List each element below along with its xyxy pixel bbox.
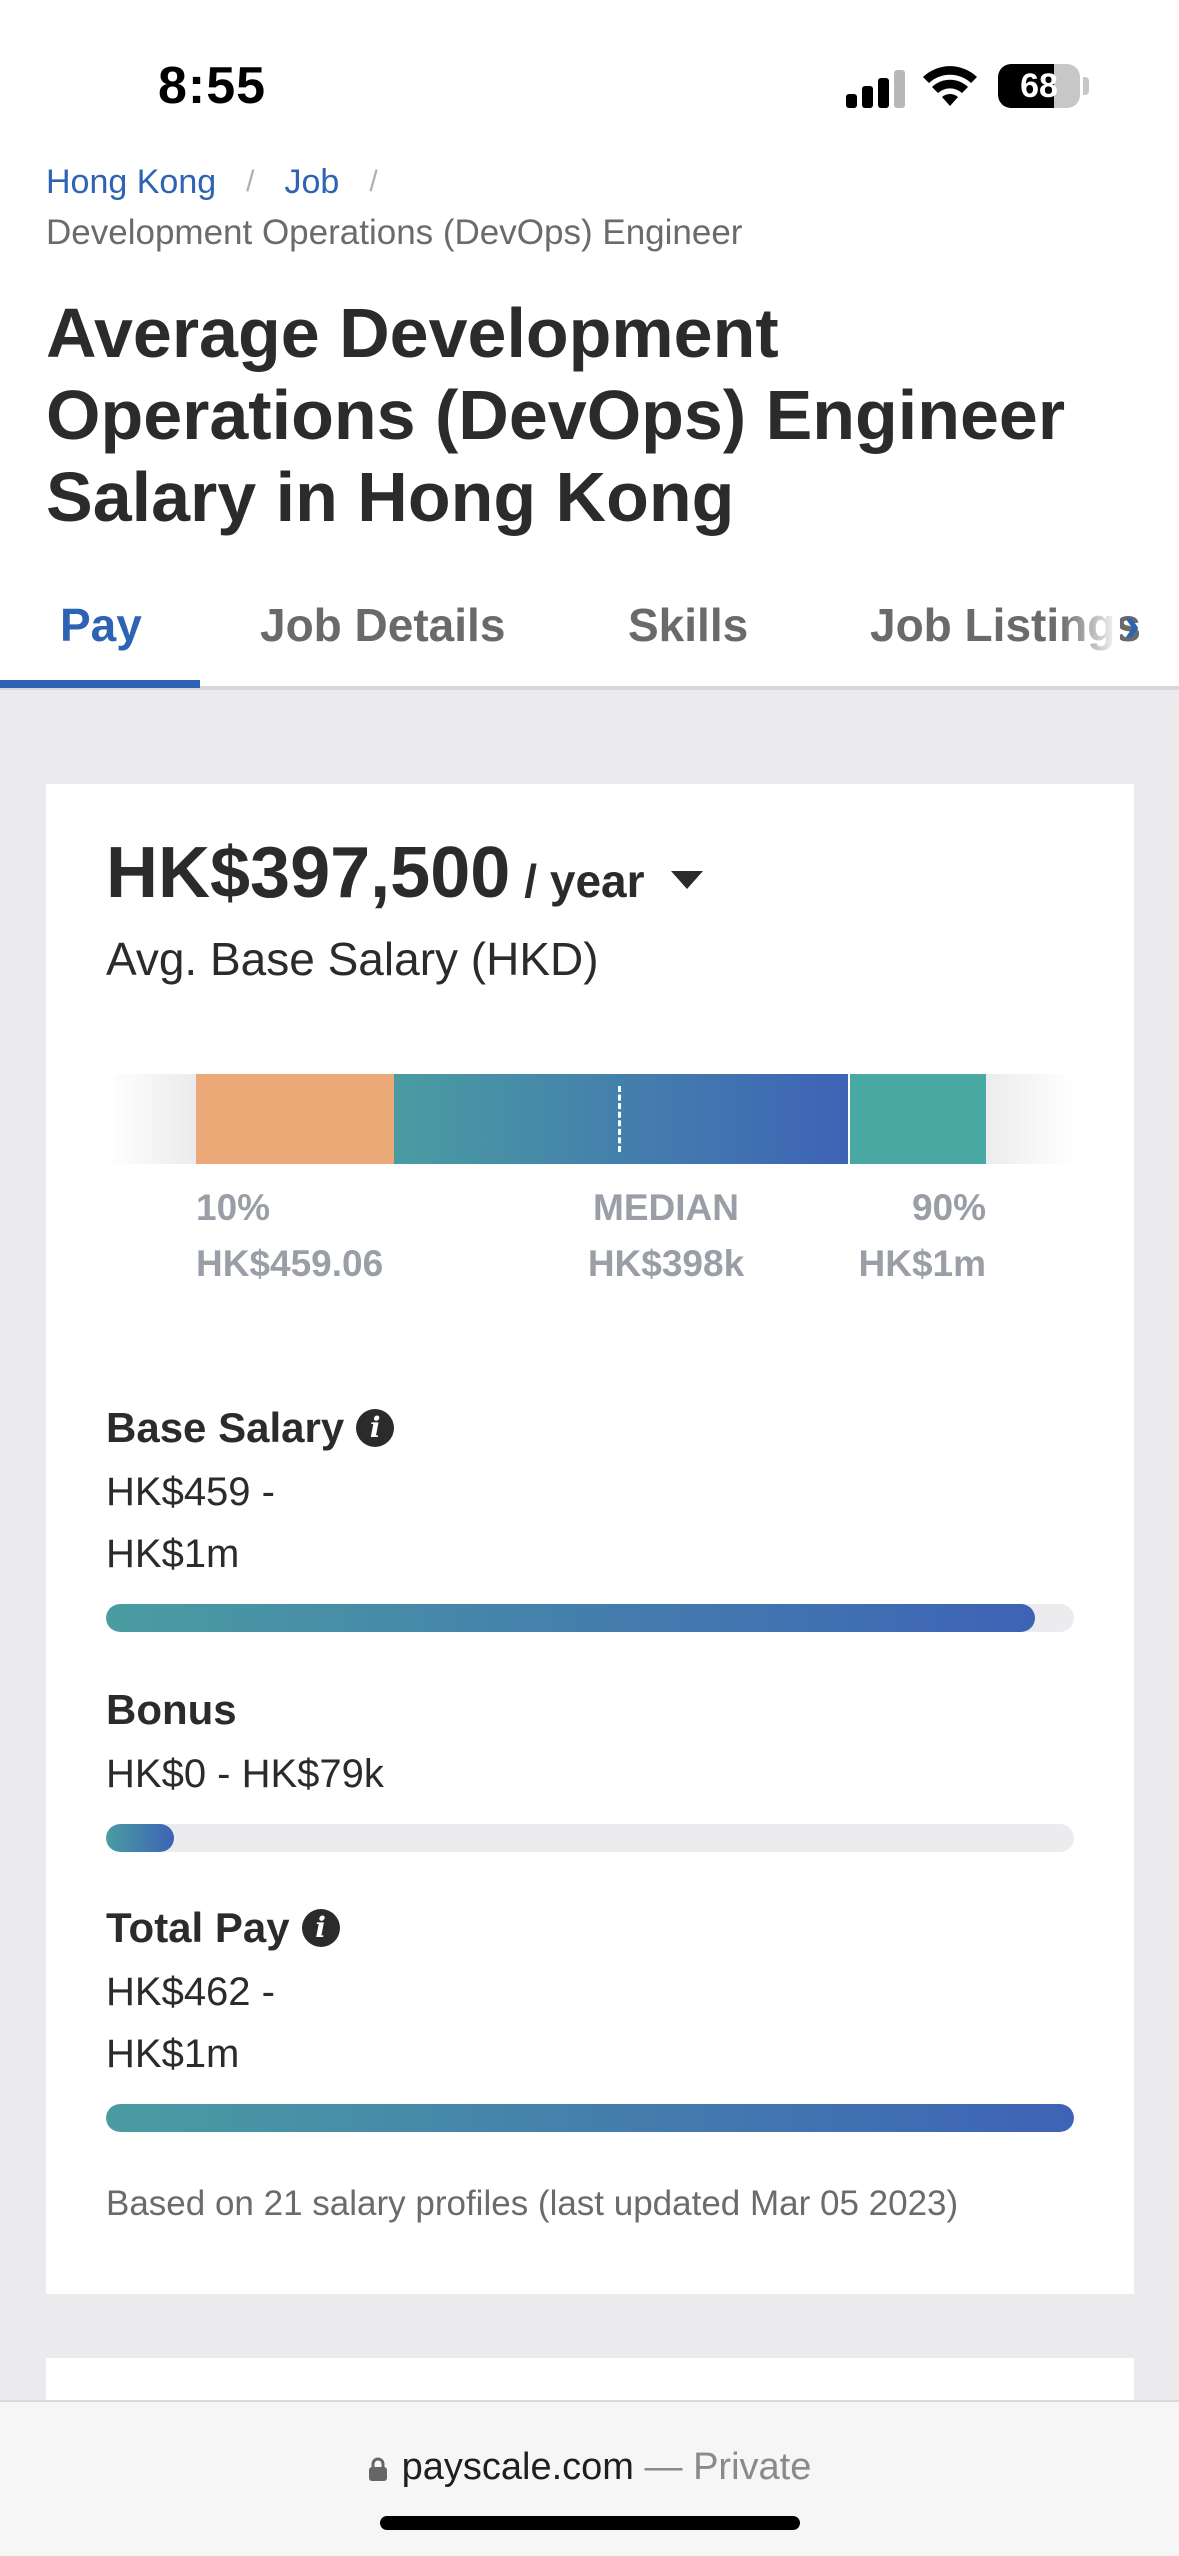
browser-url-bar[interactable]: payscale.com — Private <box>0 2400 1179 2556</box>
status-bar: 8:55 68 <box>0 0 1179 160</box>
salary-distribution-bar <box>106 1074 1074 1164</box>
bonus-bar-track <box>106 1824 1074 1852</box>
battery-icon: 68 <box>998 64 1080 108</box>
cellular-signal-icon <box>846 68 906 108</box>
base-salary-bar-track <box>106 1604 1074 1632</box>
bonus-label: Bonus <box>106 1686 237 1733</box>
salary-period[interactable]: / year <box>524 855 645 907</box>
breadcrumb: Hong Kong / Job / Development Operations… <box>46 160 1146 256</box>
total-pay-bar-track <box>106 2104 1074 2132</box>
tab-bar: Pay Job Details Skills Job Listings › <box>0 584 1179 690</box>
breadcrumb-current: Development Operations (DevOps) Engineer <box>46 213 743 252</box>
salary-footnote: Based on 21 salary profiles (last update… <box>106 2184 959 2223</box>
breadcrumb-link-job[interactable]: Job <box>284 162 340 201</box>
salary-label: Avg. Base Salary (HKD) <box>106 933 599 985</box>
bonus-title: Bonus <box>106 1686 237 1734</box>
breadcrumb-link-hong-kong[interactable]: Hong Kong <box>46 162 217 201</box>
p10-label: 10% <box>196 1187 271 1228</box>
url-domain: payscale.com <box>401 2446 634 2488</box>
p10-value: HK$459.06 <box>196 1243 384 1284</box>
salary-amount: HK$397,500 <box>106 833 511 913</box>
base-salary-title: Base Salary i <box>106 1404 395 1452</box>
base-salary-range-line1: HK$459 - <box>106 1470 275 1514</box>
bonus-range: HK$0 - HK$79k <box>106 1752 384 1796</box>
page-title: Average Development Operations (DevOps) … <box>46 294 1066 536</box>
distribution-mid-segment <box>394 1074 848 1164</box>
base-salary-bar-fill <box>106 1604 1036 1632</box>
total-pay-range-line2: HK$1m <box>106 2032 240 2076</box>
distribution-high-segment <box>848 1074 986 1164</box>
chevron-right-icon[interactable]: › <box>1124 599 1140 652</box>
url-private-label: — Private <box>644 2446 812 2488</box>
home-indicator <box>380 2516 800 2530</box>
median-marker <box>618 1086 621 1152</box>
active-tab-indicator <box>0 680 200 688</box>
lock-icon <box>368 2457 387 2481</box>
bonus-bar-fill <box>106 1824 174 1852</box>
total-pay-bar-fill <box>106 2104 1074 2132</box>
median-label: MEDIAN <box>593 1187 739 1228</box>
salary-header: HK$397,500 / year <box>106 832 703 914</box>
total-pay-label: Total Pay <box>106 1904 290 1951</box>
base-salary-range-line2: HK$1m <box>106 1532 240 1576</box>
tab-fade <box>1060 584 1120 680</box>
breadcrumb-separator: / <box>246 165 255 198</box>
median-value: HK$398k <box>587 1243 745 1284</box>
info-icon[interactable]: i <box>301 1909 340 1947</box>
p90-label: 90% <box>911 1187 986 1228</box>
p90-value: HK$1m <box>858 1243 987 1284</box>
info-icon[interactable]: i <box>356 1409 395 1447</box>
tab-skills[interactable]: Skills <box>628 599 749 651</box>
battery-level: 68 <box>1020 67 1058 105</box>
url-display[interactable]: payscale.com — Private <box>0 2446 1179 2489</box>
status-time: 8:55 <box>158 57 267 115</box>
battery-cap <box>1083 77 1089 95</box>
distribution-low-segment <box>196 1074 394 1164</box>
breadcrumb-separator: / <box>369 165 378 198</box>
tab-pay[interactable]: Pay <box>60 599 142 651</box>
caret-down-icon[interactable] <box>670 871 703 889</box>
base-salary-label: Base Salary <box>106 1404 345 1451</box>
tab-job-details[interactable]: Job Details <box>260 599 506 651</box>
salary-card: HK$397,500 / year Avg. Base Salary (HKD)… <box>46 784 1134 2294</box>
total-pay-title: Total Pay i <box>106 1904 340 1952</box>
total-pay-range-line1: HK$462 - <box>106 1970 275 2014</box>
wifi-icon <box>923 66 977 106</box>
